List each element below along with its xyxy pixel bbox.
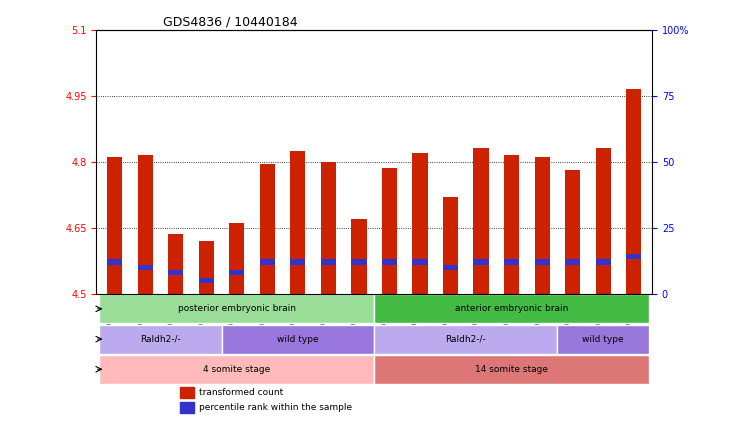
Bar bbox=[290, 259, 305, 265]
FancyBboxPatch shape bbox=[557, 324, 649, 354]
Text: anterior embryonic brain: anterior embryonic brain bbox=[455, 305, 568, 313]
Bar bbox=[107, 157, 122, 294]
Bar bbox=[626, 89, 642, 294]
Bar bbox=[168, 270, 183, 275]
Bar bbox=[168, 234, 183, 294]
Bar bbox=[382, 259, 397, 265]
Text: transformed count: transformed count bbox=[199, 388, 283, 397]
Bar bbox=[290, 151, 305, 294]
Text: Raldh2-/-: Raldh2-/- bbox=[445, 335, 486, 343]
FancyBboxPatch shape bbox=[99, 324, 222, 354]
Text: Raldh2-/-: Raldh2-/- bbox=[140, 335, 181, 343]
Bar bbox=[107, 259, 122, 265]
Bar bbox=[473, 259, 489, 265]
Bar bbox=[504, 259, 519, 265]
Bar bbox=[443, 265, 458, 270]
FancyBboxPatch shape bbox=[222, 324, 374, 354]
Bar bbox=[596, 148, 611, 294]
Bar bbox=[504, 155, 519, 294]
Bar bbox=[534, 259, 550, 265]
Bar bbox=[382, 168, 397, 294]
Bar bbox=[199, 241, 214, 294]
Text: GDS4836 / 10440184: GDS4836 / 10440184 bbox=[163, 16, 298, 28]
FancyBboxPatch shape bbox=[99, 355, 374, 384]
Bar bbox=[138, 265, 153, 270]
Text: wild type: wild type bbox=[277, 335, 319, 343]
Bar bbox=[138, 155, 153, 294]
Text: 4 somite stage: 4 somite stage bbox=[203, 365, 270, 374]
Bar bbox=[351, 219, 367, 294]
Bar bbox=[565, 170, 580, 294]
Text: posterior embryonic brain: posterior embryonic brain bbox=[178, 305, 296, 313]
Bar bbox=[473, 148, 489, 294]
Bar bbox=[179, 387, 193, 398]
Bar bbox=[259, 259, 275, 265]
Bar bbox=[229, 223, 245, 294]
FancyBboxPatch shape bbox=[374, 294, 649, 323]
Bar bbox=[321, 259, 336, 265]
Text: wild type: wild type bbox=[582, 335, 624, 343]
FancyBboxPatch shape bbox=[99, 294, 374, 323]
Bar bbox=[626, 254, 642, 259]
Bar bbox=[534, 157, 550, 294]
Bar bbox=[259, 164, 275, 294]
Bar bbox=[565, 259, 580, 265]
Text: 14 somite stage: 14 somite stage bbox=[475, 365, 548, 374]
Bar bbox=[443, 197, 458, 294]
Bar bbox=[596, 259, 611, 265]
Bar bbox=[199, 278, 214, 283]
Bar bbox=[413, 153, 428, 294]
FancyBboxPatch shape bbox=[374, 355, 649, 384]
Bar bbox=[229, 270, 245, 275]
Text: percentile rank within the sample: percentile rank within the sample bbox=[199, 404, 352, 412]
Bar bbox=[413, 259, 428, 265]
Bar bbox=[179, 402, 193, 413]
Bar bbox=[321, 162, 336, 294]
FancyBboxPatch shape bbox=[374, 324, 557, 354]
Bar bbox=[351, 259, 367, 265]
